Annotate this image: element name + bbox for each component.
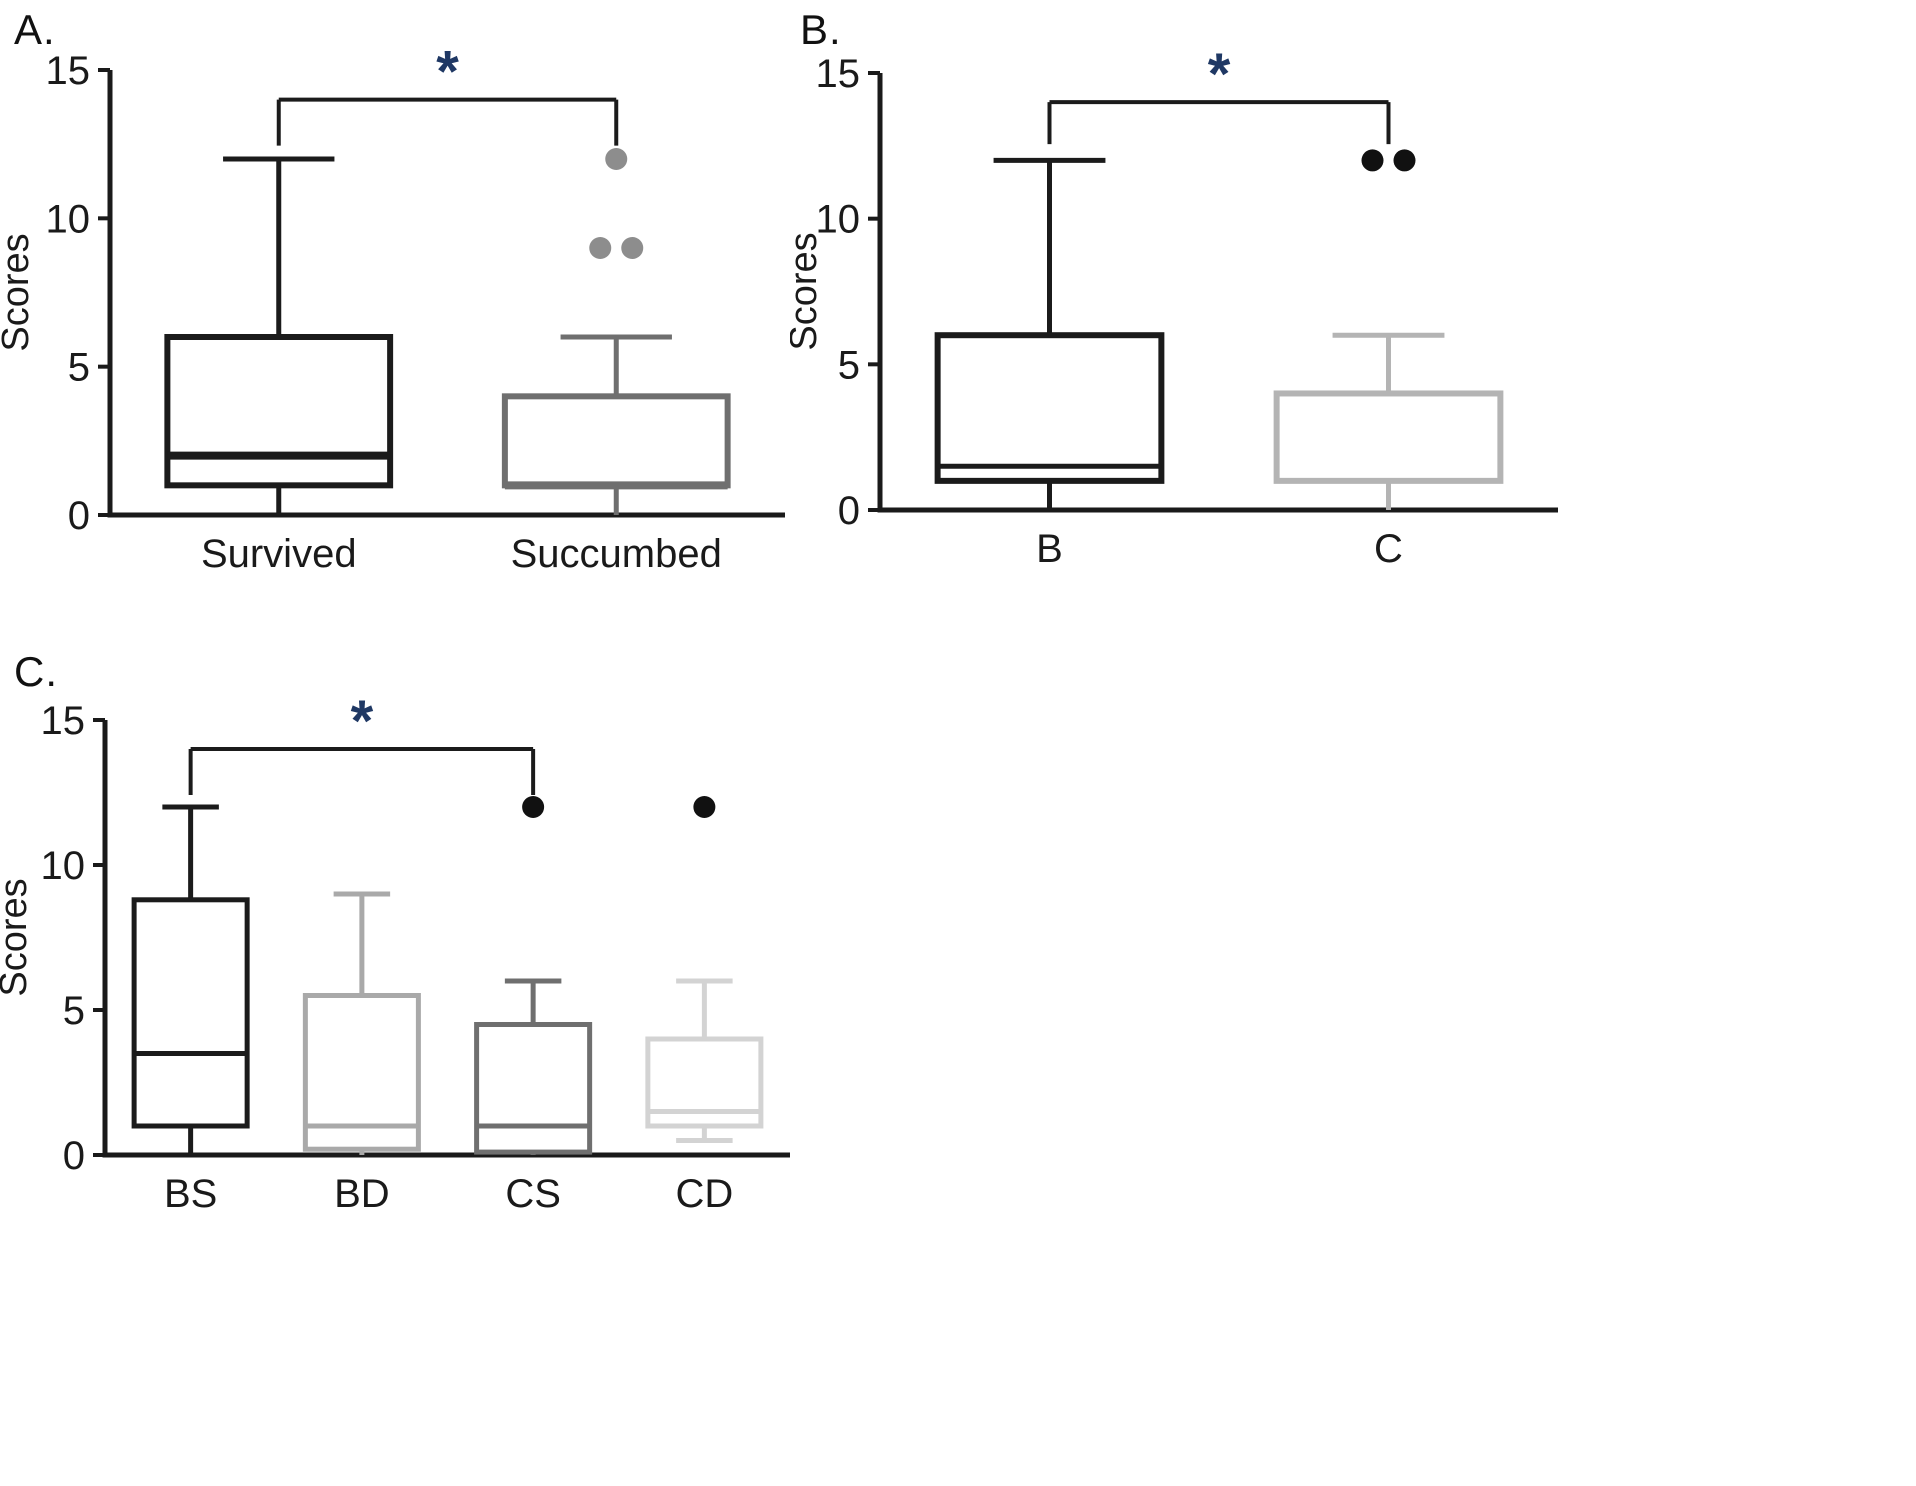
panel-b-chart: 0 5 10 15 Scores B C *: [790, 42, 1558, 571]
panel-b-label: B.: [800, 6, 842, 53]
y-tick-label: 10: [46, 197, 91, 241]
panel-c-label: C.: [14, 648, 58, 695]
outlier-dot: [1361, 149, 1384, 172]
panel-a-chart: 0 5 10 15 Scores Survived Succumbed *: [0, 40, 785, 576]
category-label: BS: [164, 1172, 217, 1216]
category-label: BD: [334, 1172, 390, 1216]
outlier-dot: [693, 796, 716, 818]
panel-a: A. 0 5 10 15 Scores Survived Succumbed *: [0, 0, 800, 635]
significance-asterisk: *: [351, 689, 374, 754]
y-tick-label: 0: [63, 1134, 85, 1178]
category-label: C: [1374, 527, 1403, 571]
y-tick-label: 10: [41, 844, 86, 888]
box-rect: [1273, 390, 1504, 484]
panel-c: C. 0 5 10 15 Scores BS BD CS CD *: [0, 640, 810, 1285]
panel-b: B. 0 5 10 15 Scores B C *: [790, 0, 1590, 635]
outlier-dot: [1393, 149, 1416, 172]
outlier-dot: [522, 796, 545, 818]
y-tick-label: 15: [41, 699, 86, 743]
y-axis-title: Scores: [0, 233, 37, 351]
y-tick-label: 5: [838, 343, 860, 387]
category-label: Succumbed: [511, 532, 722, 576]
box-rect: [131, 897, 250, 1129]
box-rect: [474, 1022, 593, 1155]
y-tick-label: 15: [816, 52, 861, 96]
panel-c-chart: 0 5 10 15 Scores BS BD CS CD *: [0, 689, 790, 1216]
box-rect: [934, 332, 1165, 484]
outlier-dot: [621, 237, 644, 259]
category-label: B: [1036, 527, 1063, 571]
category-label: CD: [675, 1172, 733, 1216]
box-rect: [501, 393, 731, 489]
y-tick-label: 5: [68, 346, 90, 390]
outlier-dot: [605, 148, 628, 170]
y-tick-label: 0: [838, 489, 860, 533]
y-tick-label: 0: [68, 494, 90, 538]
y-axis-title: Scores: [790, 232, 825, 350]
y-tick-label: 10: [816, 198, 861, 242]
significance-asterisk: *: [436, 40, 459, 105]
y-tick-label: 15: [46, 49, 91, 93]
category-label: Survived: [201, 532, 357, 576]
y-tick-label: 5: [63, 989, 85, 1033]
box-rect: [164, 334, 394, 489]
panel-a-label: A.: [14, 6, 56, 53]
significance-asterisk: *: [1208, 42, 1231, 107]
category-label: CS: [505, 1172, 561, 1216]
outlier-dot: [589, 237, 612, 259]
y-axis-title: Scores: [0, 878, 35, 996]
